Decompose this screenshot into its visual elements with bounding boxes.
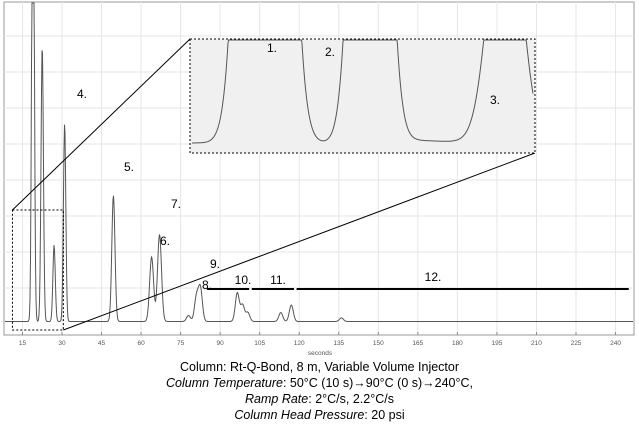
caption-line-1: Column: Rt-Q-Bond, 8 m, Variable Volume … [0,360,639,375]
x-tick-label: 30 [58,340,66,347]
x-tick-label: 105 [254,340,265,347]
inset-peak-label: 1. [267,41,277,55]
x-tick-label: 225 [571,340,582,347]
x-tick-label: 90 [217,340,225,347]
peak-label: 5. [124,160,134,174]
range-label: 12. [425,270,442,284]
x-tick-label: 75 [177,340,185,347]
caption-temperature-key: Column Temperature [165,376,283,390]
x-tick-label: 180 [452,340,463,347]
caption-line-4: Column Head Pressure: 20 psi [0,408,639,423]
zoom-connector-line [63,152,536,331]
x-tick-label: 45 [98,340,106,347]
peak-label: 10. [235,273,252,287]
caption-column-text: Column: Rt-Q-Bond, 8 m, Variable Volume … [179,360,460,374]
x-tick-label: 135 [333,340,344,347]
caption-temperature-value: : 50°C (10 s)→90°C (0 s)→240°C, [282,376,474,390]
peak-label: 11. [270,273,286,287]
inset-peak-label: 3. [490,93,500,107]
peak-label: 8. [202,278,212,292]
x-tick-label: 195 [491,340,502,347]
chromatogram-chart: 15 30 45 60 75 90 105 120 135 150 165 180 195 210 225 2… [3,1,635,357]
peak-label: 4. [77,87,87,101]
x-tick-label: 15 [19,340,27,347]
peak-label: 9. [210,257,220,271]
caption-line-3: Ramp Rate: 2°C/s, 2.2°C/s [0,392,639,407]
caption-line-2: Column Temperature: 50°C (10 s)→90°C (0 … [0,376,639,391]
x-tick-label: 60 [137,340,145,347]
caption-ramp-key: Ramp Rate [245,392,309,406]
x-tick-label: 165 [412,340,423,347]
x-tick-label: 210 [531,340,542,347]
zoom-inset-panel [189,38,536,154]
inset-peak-label: 2. [325,45,335,59]
caption-pressure-key: Column Head Pressure [234,408,365,422]
x-tick-label: 120 [294,340,305,347]
chromatogram-trace [5,2,633,322]
zoom-connector-line [12,38,191,211]
x-tick-label: 240 [610,340,621,347]
zoom-source-box [11,209,64,331]
peak-label: 7. [171,197,181,211]
caption-ramp-value: : 2°C/s, 2.2°C/s [308,392,394,406]
caption-pressure-value: : 20 psi [364,408,405,422]
peak-label: 6. [160,234,170,248]
inset-trace [192,39,534,144]
x-axis-label: seconds [308,350,333,357]
x-tick-label: 150 [373,340,384,347]
